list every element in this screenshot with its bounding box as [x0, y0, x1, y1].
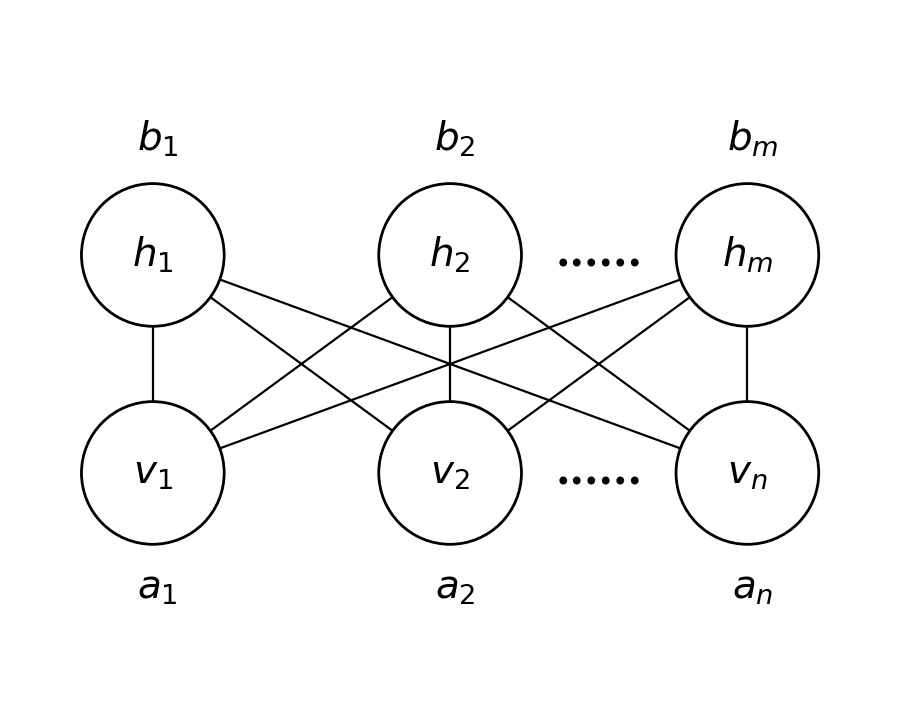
Text: ......: ......	[555, 452, 643, 494]
Text: $a_n$: $a_n$	[732, 569, 773, 607]
Circle shape	[81, 401, 224, 544]
Text: $h_m$: $h_m$	[722, 235, 773, 275]
Circle shape	[379, 401, 522, 544]
Text: $b_2$: $b_2$	[434, 118, 476, 159]
Circle shape	[676, 184, 819, 326]
Circle shape	[81, 184, 224, 326]
Text: ......: ......	[555, 234, 643, 276]
Text: $a_1$: $a_1$	[137, 569, 178, 607]
Text: $b_1$: $b_1$	[137, 118, 179, 159]
Text: $v_2$: $v_2$	[431, 454, 470, 492]
Text: $h_2$: $h_2$	[430, 235, 471, 275]
Text: $h_1$: $h_1$	[132, 235, 173, 275]
Text: $v_1$: $v_1$	[133, 454, 172, 492]
Circle shape	[676, 401, 819, 544]
Text: $b_m$: $b_m$	[727, 118, 778, 159]
Text: $v_n$: $v_n$	[727, 454, 768, 492]
Text: $a_2$: $a_2$	[435, 569, 475, 607]
Circle shape	[379, 184, 522, 326]
